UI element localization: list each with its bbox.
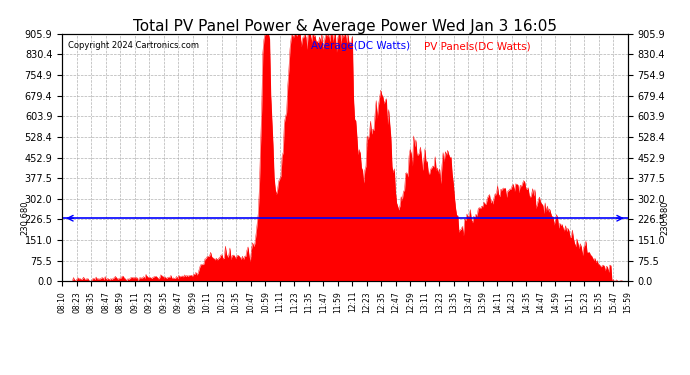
Title: Total PV Panel Power & Average Power Wed Jan 3 16:05: Total PV Panel Power & Average Power Wed… xyxy=(133,19,557,34)
Text: Average(DC Watts): Average(DC Watts) xyxy=(311,41,410,51)
Text: Copyright 2024 Cartronics.com: Copyright 2024 Cartronics.com xyxy=(68,41,199,50)
Text: 230.680: 230.680 xyxy=(660,201,669,236)
Text: PV Panels(DC Watts): PV Panels(DC Watts) xyxy=(424,41,531,51)
Text: 230.680: 230.680 xyxy=(21,201,30,236)
